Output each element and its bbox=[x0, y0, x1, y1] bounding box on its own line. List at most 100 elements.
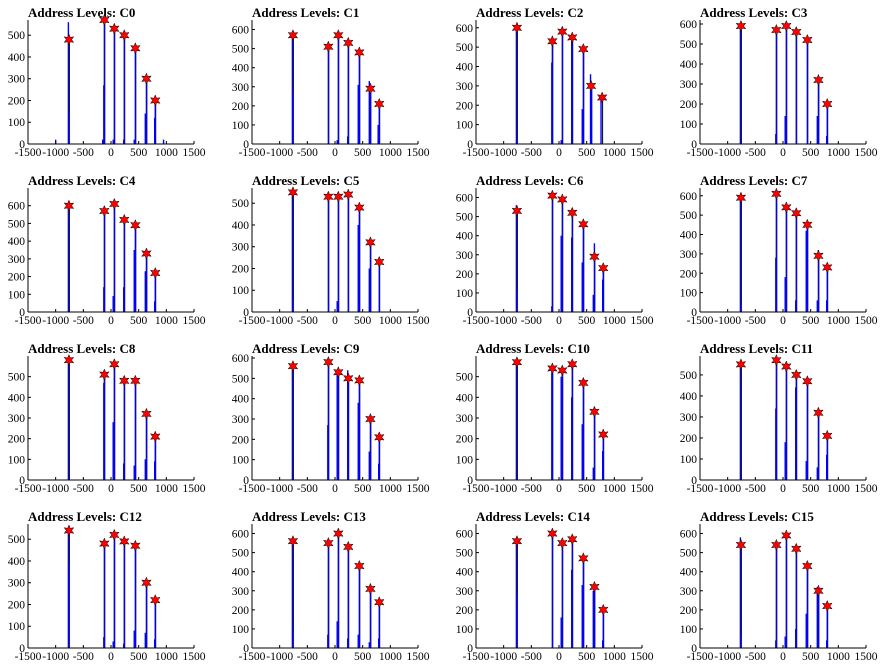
peak-marker bbox=[149, 94, 161, 107]
y-tick-label: 500 bbox=[8, 30, 26, 42]
y-tick-label: 100 bbox=[8, 289, 26, 301]
peak-marker bbox=[589, 250, 600, 263]
peak-marker bbox=[99, 368, 110, 381]
x-tick-label: 500 bbox=[578, 147, 596, 159]
peak-marker bbox=[365, 412, 376, 426]
y-tick-label: 0 bbox=[691, 307, 697, 319]
peak-marker bbox=[365, 582, 376, 596]
y-tick-label: 300 bbox=[232, 414, 250, 426]
panel-c8: Address Levels: C80100200300400500-1500-… bbox=[8, 341, 206, 495]
peak-marker bbox=[577, 552, 589, 565]
peak-marker bbox=[813, 249, 824, 262]
y-tick-label: 200 bbox=[680, 268, 698, 280]
peak-marker bbox=[577, 42, 589, 56]
y-tick-label: 0 bbox=[467, 139, 473, 151]
y-tick-label: 100 bbox=[8, 454, 26, 466]
peak-marker bbox=[63, 33, 75, 46]
x-tick-label: -1500 bbox=[687, 147, 714, 159]
y-tick-label: 400 bbox=[232, 220, 250, 232]
y-tick-label: 500 bbox=[456, 42, 474, 54]
x-tick-label: -500 bbox=[745, 483, 766, 495]
y-tick-label: 300 bbox=[8, 578, 26, 590]
y-tick-label: 0 bbox=[19, 475, 25, 487]
x-tick-label: -500 bbox=[745, 147, 766, 159]
x-tick-label: 1500 bbox=[631, 651, 654, 663]
peak-marker bbox=[566, 533, 578, 546]
y-tick-label: 300 bbox=[456, 81, 474, 93]
peak-marker bbox=[118, 374, 130, 387]
x-tick-label: 500 bbox=[802, 315, 820, 327]
x-tick-label: 0 bbox=[108, 651, 114, 663]
peak-marker bbox=[556, 193, 568, 206]
x-tick-label: -1500 bbox=[463, 651, 490, 663]
peak-marker bbox=[365, 82, 376, 95]
x-tick-label: 1500 bbox=[855, 315, 878, 327]
peak-marker bbox=[353, 559, 365, 573]
peak-marker bbox=[790, 207, 802, 220]
peak-marker bbox=[556, 536, 568, 550]
y-tick-label: 0 bbox=[243, 475, 249, 487]
y-tick-label: 400 bbox=[8, 52, 26, 64]
y-tick-label: 500 bbox=[232, 373, 250, 385]
x-tick-label: 1000 bbox=[155, 483, 178, 495]
panel-c2: Address Levels: C2 0 100 200 300 400 500 600 -15… bbox=[456, 5, 654, 159]
panel-title: Address Levels: C2 bbox=[476, 5, 583, 20]
peak-marker bbox=[577, 218, 589, 231]
y-tick-label: 500 bbox=[232, 198, 250, 210]
y-tick-label: 200 bbox=[8, 599, 26, 611]
x-tick-label: 1500 bbox=[631, 483, 654, 495]
peak-marker bbox=[323, 190, 334, 203]
y-tick-label: 500 bbox=[8, 372, 26, 384]
peak-marker bbox=[342, 36, 354, 50]
x-tick-label: -1500 bbox=[463, 315, 490, 327]
peak-marker bbox=[373, 255, 385, 269]
panel-c5: Address Levels: C50100200300400500-1500-… bbox=[232, 173, 430, 327]
x-tick-label: -500 bbox=[73, 651, 94, 663]
y-tick-label: 100 bbox=[680, 624, 698, 636]
peak-marker bbox=[735, 358, 747, 371]
peak-marker bbox=[735, 538, 747, 552]
x-tick-label: 0 bbox=[780, 147, 786, 159]
y-tick-label: 0 bbox=[19, 139, 25, 151]
x-tick-label: 1500 bbox=[631, 147, 654, 159]
x-tick-label: -500 bbox=[73, 315, 94, 327]
peak-marker bbox=[149, 266, 161, 280]
peak-marker bbox=[141, 576, 152, 589]
y-tick-label: 0 bbox=[467, 475, 473, 487]
panel-title: Address Levels: C5 bbox=[252, 173, 360, 188]
peak-marker bbox=[342, 540, 354, 554]
panel-title: Address Levels: C8 bbox=[28, 341, 136, 356]
x-tick-label: 1000 bbox=[603, 651, 626, 663]
y-tick-label: 500 bbox=[8, 534, 26, 546]
y-tick-label: 600 bbox=[680, 19, 698, 31]
peak-marker bbox=[108, 22, 120, 35]
x-tick-label: -1000 bbox=[266, 147, 293, 159]
peak-marker bbox=[801, 375, 813, 388]
x-tick-label: -1000 bbox=[42, 315, 69, 327]
y-tick-label: 200 bbox=[8, 95, 26, 107]
x-tick-label: -1000 bbox=[266, 315, 293, 327]
y-tick-label: 600 bbox=[232, 25, 250, 37]
x-tick-label: 0 bbox=[780, 651, 786, 663]
peak-marker bbox=[63, 199, 75, 212]
x-tick-label: -500 bbox=[521, 483, 542, 495]
peak-marker bbox=[149, 430, 161, 443]
x-tick-label: 500 bbox=[578, 483, 596, 495]
x-tick-label: -500 bbox=[521, 315, 542, 327]
panel-title: Address Levels: C9 bbox=[252, 341, 360, 356]
y-tick-label: 0 bbox=[467, 307, 473, 319]
y-tick-label: 600 bbox=[232, 353, 250, 365]
peak-marker bbox=[771, 187, 782, 200]
y-tick-label: 600 bbox=[8, 201, 26, 213]
peak-marker bbox=[323, 40, 334, 53]
x-tick-label: 1000 bbox=[155, 147, 178, 159]
x-tick-label: 1000 bbox=[827, 147, 850, 159]
peak-marker bbox=[141, 407, 152, 421]
peak-marker bbox=[99, 13, 110, 27]
x-tick-label: 500 bbox=[354, 315, 372, 327]
peak-marker bbox=[129, 219, 141, 232]
peak-marker bbox=[596, 91, 608, 104]
peak-marker bbox=[323, 536, 334, 550]
y-tick-label: 200 bbox=[456, 269, 474, 281]
y-tick-label: 400 bbox=[680, 391, 698, 403]
